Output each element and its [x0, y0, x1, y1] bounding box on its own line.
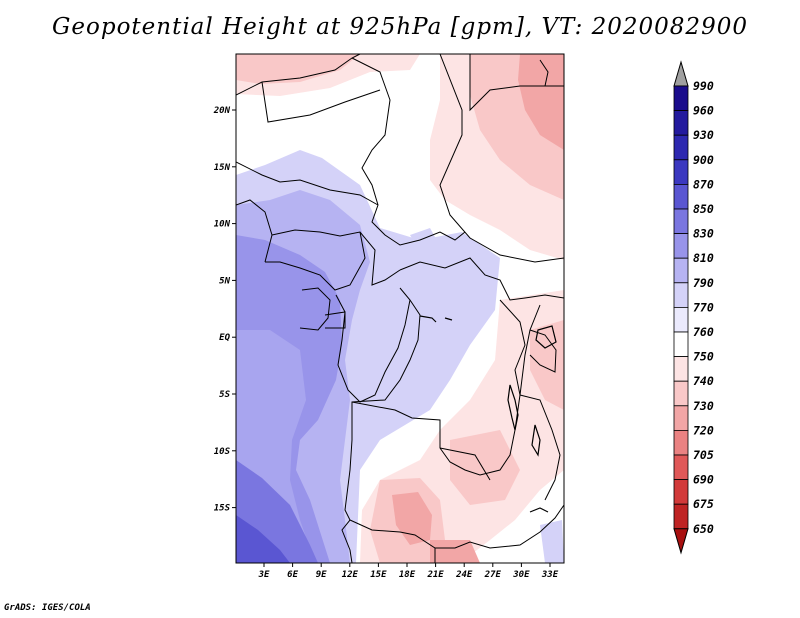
colorbar-label: 810: [693, 251, 714, 265]
lon-label: 12E: [342, 570, 359, 580]
colorbar-label: 730: [693, 399, 714, 413]
colorbar-swatch: [673, 159, 689, 185]
lon-label: 6E: [287, 570, 298, 580]
longitude-axis: 3E 6E 9E 12E 15E 18E 21E 24E 27E 30E 33E: [258, 563, 559, 580]
colorbar-swatch: [673, 282, 689, 308]
lat-label: 20N: [213, 106, 231, 116]
lon-label: 33E: [541, 570, 559, 580]
colorbar-label: 990: [693, 79, 714, 93]
colorbar-label: 690: [693, 473, 714, 487]
colorbar-label: 750: [693, 350, 714, 364]
colorbar-label: 720: [693, 423, 714, 437]
colorbar-label: 675: [693, 497, 714, 511]
colorbar-swatch: [673, 110, 689, 136]
colorbar-bottom-arrow: [673, 528, 689, 555]
lat-label: 15N: [214, 163, 231, 173]
lon-label: 15E: [370, 570, 387, 580]
height-field: [236, 54, 564, 563]
lat-label: 5S: [219, 390, 230, 400]
colorbar-label: 930: [693, 128, 714, 142]
lon-label: 27E: [484, 570, 502, 580]
lakes: [419, 315, 557, 513]
colorbar-swatch: [673, 405, 689, 431]
country-borders: [236, 54, 564, 563]
colorbar-swatch: [673, 356, 689, 382]
lat-label: 10N: [214, 220, 231, 230]
lon-label: 30E: [512, 570, 530, 580]
colorbar-swatch: [673, 257, 689, 284]
colorbar-swatch: [673, 183, 689, 210]
colorbar-swatch: [673, 380, 689, 407]
lat-label: EQ: [219, 333, 230, 343]
latitude-axis: 20N 15N 10N 5N EQ 5S 10S 15S: [213, 106, 236, 514]
colorbar-label: 830: [693, 227, 714, 241]
colorbar-label: 870: [693, 177, 714, 191]
colorbar-swatch: [673, 429, 689, 456]
colorbar-label: 770: [693, 300, 714, 314]
lon-label: 9E: [316, 570, 327, 580]
lon-label: 18E: [399, 570, 416, 580]
map-title: Geopotential Height at 925hPa [gpm], VT:…: [52, 14, 748, 40]
colorbar-swatch: [673, 85, 689, 112]
lat-label: 10S: [214, 447, 231, 457]
colorbar: 990 960 930 900 870 850 830 810 790 770 760 750 740 7…: [673, 60, 714, 555]
map-frame: [235, 53, 565, 564]
colorbar-swatch: [673, 208, 689, 235]
colorbar-swatch: [673, 233, 689, 259]
colorbar-label: 760: [693, 325, 714, 339]
lat-label: 5N: [219, 276, 230, 286]
colorbar-top-arrow: [673, 60, 689, 87]
colorbar-label: 650: [693, 522, 714, 536]
lon-label: 21E: [426, 570, 444, 580]
colorbar-swatch: [673, 503, 689, 530]
lon-label: 3E: [258, 570, 270, 580]
colorbar-label: 850: [693, 202, 714, 216]
colorbar-label: 900: [693, 153, 714, 167]
colorbar-swatch: [673, 306, 689, 333]
colorbar-label: 705: [693, 448, 714, 462]
colorbar-swatch: [673, 454, 689, 481]
lon-label: 24E: [455, 570, 473, 580]
colorbar-swatch: [673, 134, 689, 161]
lat-label: 15S: [214, 504, 231, 514]
colorbar-label: 740: [693, 374, 714, 388]
colorbar-label: 960: [693, 104, 714, 118]
colorbar-label: 790: [693, 276, 714, 290]
colorbar-swatch: [673, 479, 689, 505]
grads-credit: GrADS: IGES/COLA: [4, 603, 91, 613]
colorbar-swatch: [673, 331, 689, 358]
